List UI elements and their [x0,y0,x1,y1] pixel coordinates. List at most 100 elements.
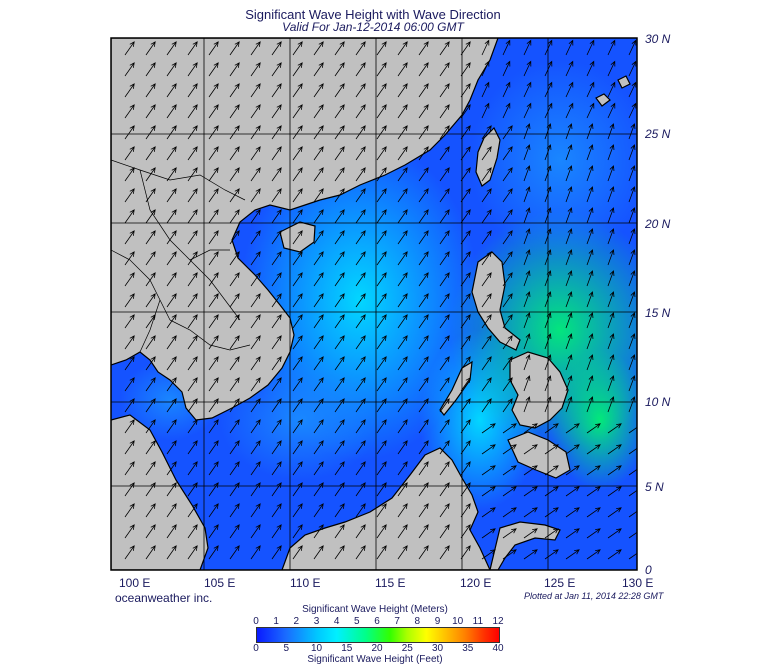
wave-arrow [439,146,450,161]
wave-arrow [607,333,615,350]
wave-arrow [439,314,450,329]
wave-arrow [145,335,156,350]
feet-tick: 5 [283,643,290,654]
wave-arrow [271,230,282,245]
wave-arrow [481,335,492,350]
wave-arrow [628,510,637,518]
wave-arrow [187,209,198,224]
wave-arrow [355,167,366,182]
wave-arrow [271,251,282,266]
wave-arrow [439,440,450,455]
wave-arrow [145,293,156,308]
wave-arrow [229,104,240,119]
wave-arrow [418,524,429,539]
wave-arrow [229,545,240,560]
wave-arrow [460,251,471,266]
wave-arrow [313,41,324,56]
wave-arrow [229,293,240,308]
wave-arrow [250,209,261,224]
wave-arrow [460,503,471,518]
wave-arrow [439,272,450,287]
wave-arrow [355,503,366,518]
wave-arrow [397,188,408,203]
feet-tick: 30 [431,643,444,654]
wave-arrow [271,503,282,518]
wave-arrow [292,377,303,392]
wave-arrow [124,62,135,77]
wave-arrow [628,396,636,413]
wave-arrow [565,354,573,371]
wave-arrow [439,377,450,392]
lon-label-120e: 120 E [460,576,492,590]
wave-arrow [502,465,517,476]
wave-arrow [418,356,429,371]
map-subtitle: Valid For Jan-12-2014 06:00 GMT [282,20,464,34]
wave-arrow [481,549,496,560]
wave-arrow [418,461,429,476]
wave-arrow [271,461,282,476]
meter-tick: 11 [472,616,484,627]
wave-arrow [376,461,387,476]
wave-arrow [376,272,387,287]
wave-arrow [166,251,177,266]
wave-arrow [565,333,573,350]
wave-arrow [376,167,387,182]
wave-arrow [628,270,636,287]
wave-arrow [313,545,324,560]
wave-arrow [376,335,387,350]
wave-arrow [355,293,366,308]
wave-arrow [334,41,345,56]
wave-arrow [145,62,156,77]
feet-tick: 35 [462,643,474,654]
wave-arrow [628,186,636,203]
wave-arrow [145,419,156,434]
wave-arrow [418,377,429,392]
wave-arrow [544,528,559,539]
wave-arrow [229,335,240,350]
wave-arrow [502,486,517,497]
wave-arrow [418,41,429,56]
wave-arrow [250,293,261,308]
wave-arrow [313,461,324,476]
wave-arrow [628,333,636,350]
wave-arrow [544,444,559,455]
wave-arrow [334,188,345,203]
wave-arrow [460,524,471,539]
wave-arrow [124,167,135,182]
wave-arrow [124,83,135,98]
wave-arrow [628,39,637,56]
wave-arrow [397,335,408,350]
wave-arrow [313,503,324,518]
wave-arrow [544,423,559,434]
wave-arrow [334,419,345,434]
wave-arrow [397,41,408,56]
wave-arrow [250,230,261,245]
wave-arrow [397,104,408,119]
wave-arrow [145,209,156,224]
wave-arrow [187,272,198,287]
wave-arrow [460,461,471,476]
lat-label-15n: 15 N [645,306,671,320]
wave-arrow [439,41,450,56]
wave-arrow [502,102,511,119]
lat-label-10n: 10 N [645,395,671,409]
wave-arrow [523,549,538,560]
wave-arrow [481,507,496,518]
wave-arrow [208,167,219,182]
wave-arrow [208,545,219,560]
wave-arrow [376,545,387,560]
wave-arrow [523,207,531,224]
wave-arrow [229,83,240,98]
wave-arrow [124,314,135,329]
wave-arrow [439,167,450,182]
wave-arrow [565,249,573,266]
wave-arrow [502,314,513,329]
wave-arrow [565,549,580,560]
wave-arrow [586,123,594,140]
wave-arrow [313,251,324,266]
wave-arrow [334,461,345,476]
wave-arrow [502,251,513,266]
wave-arrow [313,230,324,245]
wave-arrow [586,60,595,77]
wave-arrow [397,314,408,329]
